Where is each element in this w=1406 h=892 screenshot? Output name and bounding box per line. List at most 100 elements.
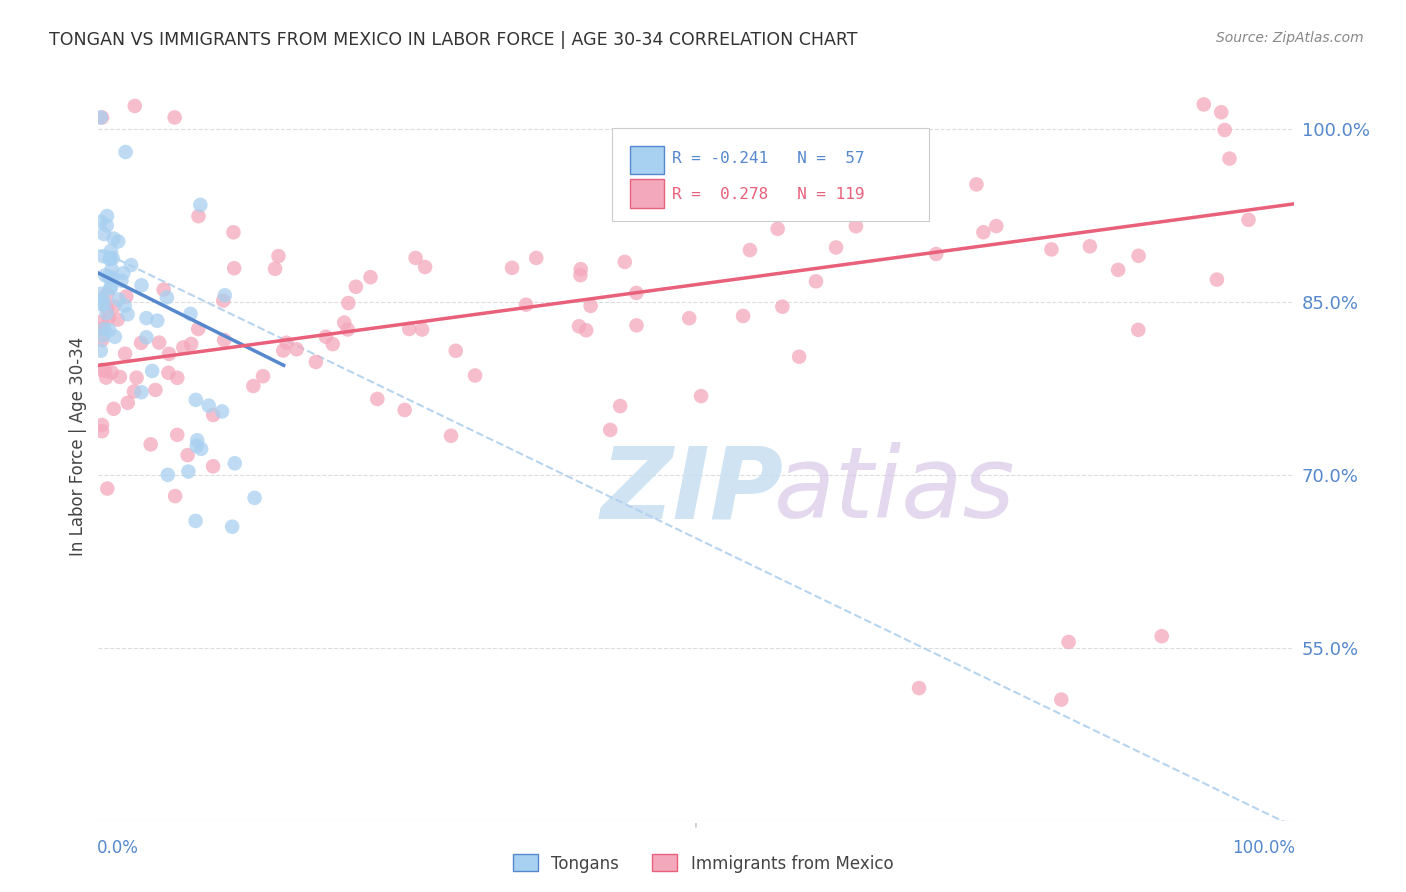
Legend: Tongans, Immigrants from Mexico: Tongans, Immigrants from Mexico bbox=[506, 847, 900, 880]
Point bbox=[97, 269, 120, 284]
Point bbox=[100, 262, 122, 277]
Point bbox=[125, 370, 148, 384]
Point bbox=[333, 316, 356, 330]
Point bbox=[190, 442, 212, 456]
Point bbox=[271, 343, 294, 358]
Text: 0.0%: 0.0% bbox=[97, 839, 139, 857]
Point bbox=[626, 285, 648, 300]
Point bbox=[579, 299, 602, 313]
Point bbox=[221, 519, 243, 533]
Point bbox=[770, 300, 793, 314]
Point bbox=[831, 200, 853, 214]
Point bbox=[337, 296, 360, 310]
Point bbox=[825, 240, 848, 254]
Point bbox=[243, 491, 266, 505]
Point bbox=[94, 268, 117, 283]
Point bbox=[1150, 629, 1173, 643]
Point bbox=[1128, 323, 1150, 337]
Point bbox=[613, 255, 636, 269]
Point bbox=[129, 335, 152, 350]
Point bbox=[91, 424, 114, 438]
Point bbox=[91, 363, 114, 377]
Point bbox=[799, 191, 821, 205]
Point bbox=[394, 403, 416, 417]
Point bbox=[202, 408, 225, 422]
Point bbox=[91, 292, 114, 306]
Point bbox=[163, 111, 186, 125]
Point bbox=[398, 322, 420, 336]
Point bbox=[157, 366, 180, 380]
Point bbox=[120, 258, 142, 272]
Point bbox=[925, 247, 948, 261]
Point bbox=[91, 322, 114, 336]
Point bbox=[224, 261, 246, 276]
Point bbox=[90, 286, 112, 301]
Point bbox=[172, 341, 194, 355]
Point bbox=[100, 280, 122, 294]
Point bbox=[464, 368, 486, 383]
Point bbox=[845, 219, 868, 234]
Point bbox=[157, 347, 180, 361]
Point bbox=[101, 270, 124, 285]
Point bbox=[966, 178, 988, 192]
Text: atias: atias bbox=[773, 442, 1015, 540]
Point bbox=[1057, 635, 1080, 649]
Point bbox=[141, 364, 163, 378]
Point bbox=[98, 281, 121, 295]
Point bbox=[1128, 249, 1150, 263]
Point bbox=[93, 227, 115, 241]
Point bbox=[184, 392, 207, 407]
Point bbox=[211, 404, 233, 418]
Point bbox=[96, 306, 118, 320]
Point bbox=[96, 301, 118, 316]
Point bbox=[197, 399, 219, 413]
Point bbox=[100, 251, 122, 265]
Point bbox=[654, 193, 676, 207]
Point bbox=[90, 297, 112, 311]
Point bbox=[110, 274, 132, 288]
Point bbox=[267, 249, 290, 263]
Point bbox=[187, 209, 209, 223]
Point bbox=[114, 299, 136, 313]
Point bbox=[91, 418, 114, 433]
Point bbox=[972, 225, 994, 239]
FancyBboxPatch shape bbox=[630, 179, 664, 208]
Point bbox=[524, 251, 547, 265]
Text: TONGAN VS IMMIGRANTS FROM MEXICO IN LABOR FORCE | AGE 30-34 CORRELATION CHART: TONGAN VS IMMIGRANTS FROM MEXICO IN LABO… bbox=[49, 31, 858, 49]
Point bbox=[214, 288, 236, 302]
Point bbox=[91, 249, 114, 263]
Point bbox=[93, 297, 115, 311]
FancyBboxPatch shape bbox=[630, 145, 664, 174]
Point bbox=[222, 225, 245, 239]
Point bbox=[626, 318, 648, 333]
Point bbox=[1192, 97, 1215, 112]
Point bbox=[93, 322, 115, 336]
Point bbox=[322, 337, 344, 351]
Point bbox=[96, 482, 118, 496]
Point bbox=[683, 185, 706, 199]
Point bbox=[96, 287, 118, 301]
Y-axis label: In Labor Force | Age 30-34: In Labor Force | Age 30-34 bbox=[69, 336, 87, 556]
FancyBboxPatch shape bbox=[613, 128, 929, 221]
Point bbox=[148, 335, 170, 350]
Point bbox=[515, 298, 537, 312]
Point bbox=[90, 343, 112, 358]
Point bbox=[96, 219, 118, 233]
Point bbox=[146, 314, 169, 328]
Point bbox=[575, 323, 598, 337]
Point bbox=[908, 681, 931, 695]
Point bbox=[115, 289, 138, 303]
Point bbox=[569, 262, 592, 277]
Point bbox=[787, 350, 810, 364]
Point bbox=[672, 197, 695, 211]
Point bbox=[405, 251, 427, 265]
Point bbox=[176, 448, 198, 462]
Point bbox=[135, 311, 157, 326]
Point bbox=[124, 99, 146, 113]
Point bbox=[188, 198, 211, 212]
Point bbox=[202, 459, 225, 474]
Point bbox=[103, 231, 125, 245]
Point bbox=[1078, 239, 1101, 253]
Point bbox=[108, 370, 131, 384]
Point bbox=[344, 279, 367, 293]
